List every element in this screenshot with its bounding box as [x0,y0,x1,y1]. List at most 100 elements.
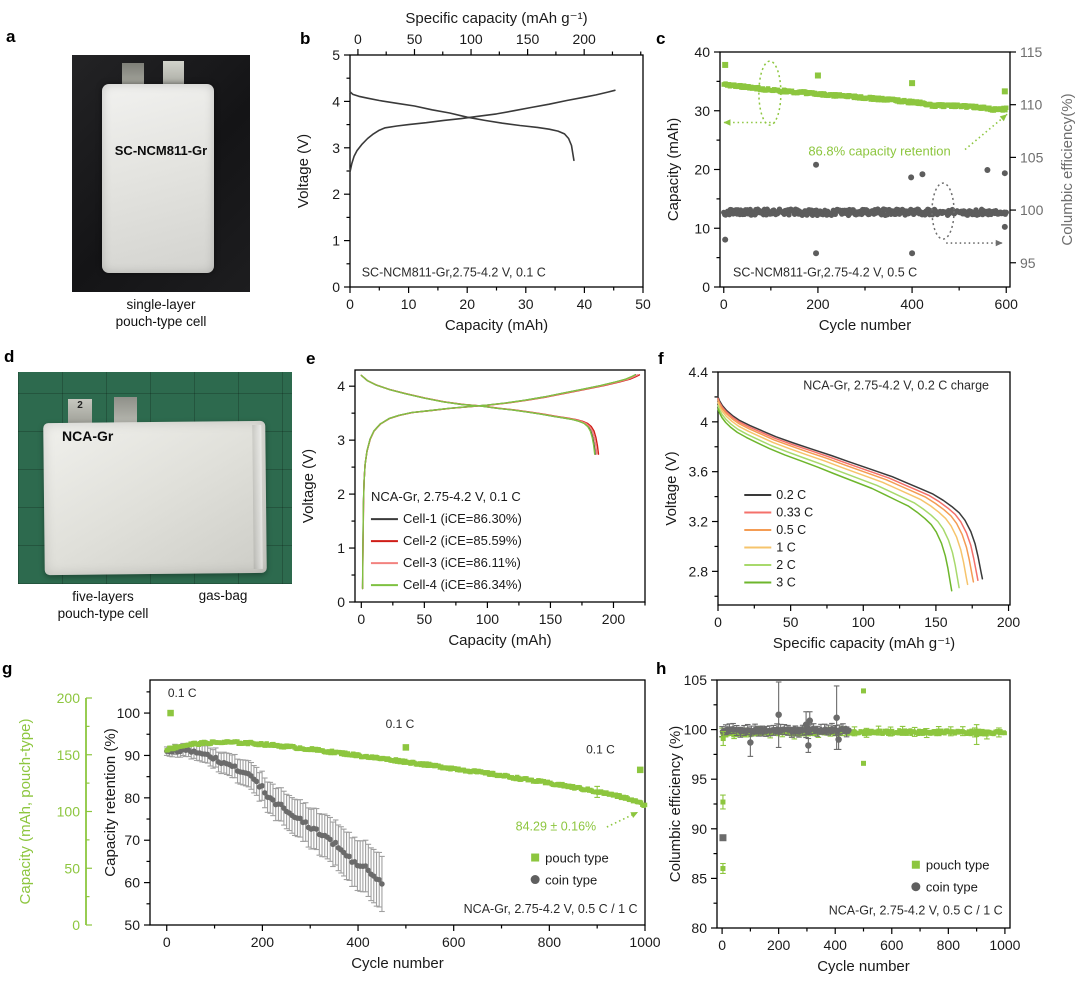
svg-text:NCA-Gr, 2.75-4.2 V, 0.5 C / 1: NCA-Gr, 2.75-4.2 V, 0.5 C / 1 C [464,902,638,916]
panel-label-h: h [656,659,667,678]
svg-text:200: 200 [602,611,626,627]
svg-text:100: 100 [852,614,876,630]
svg-text:70: 70 [124,832,140,848]
svg-text:1000: 1000 [629,934,660,950]
svg-text:4: 4 [332,93,340,109]
svg-text:50: 50 [635,296,651,312]
cell-tab-right [114,397,137,425]
svg-text:200: 200 [806,296,830,312]
svg-text:100: 100 [57,804,81,820]
photo-d-caption-left: five-layers pouch-type cell [28,588,178,622]
svg-text:0: 0 [720,296,728,312]
svg-text:coin type: coin type [545,873,597,888]
svg-text:2.8: 2.8 [689,563,709,579]
svg-text:100: 100 [1020,202,1044,218]
svg-text:50: 50 [64,860,80,876]
svg-text:110: 110 [1020,97,1043,113]
svg-text:2 C: 2 C [776,558,795,572]
svg-text:10: 10 [694,220,710,236]
svg-text:90: 90 [691,821,707,837]
svg-text:200: 200 [767,937,791,953]
five-layer-pouch-cell-photo: 2 NCA-Gr [18,372,292,584]
svg-text:20: 20 [459,296,475,312]
svg-text:Cell-1 (iCE=86.30%): Cell-1 (iCE=86.30%) [403,511,522,526]
caption-line: five-layers [72,589,134,604]
chart-voltage-capacity-nca-cells: 0 50 100 150 200 Capacity (mAh) 0 1 2 3 4 Voltage (… [300,369,646,649]
svg-text:200: 200 [57,690,81,706]
svg-text:1 C: 1 C [776,540,795,554]
svg-text:1: 1 [337,540,345,556]
svg-text:0: 0 [337,594,345,610]
svg-text:Cell-4 (iCE=86.34%): Cell-4 (iCE=86.34%) [403,577,522,592]
svg-text:3.2: 3.2 [689,514,709,530]
svg-text:Voltage (V): Voltage (V) [300,449,317,523]
svg-text:30: 30 [518,296,534,312]
svg-text:40: 40 [694,44,710,60]
svg-text:200: 200 [251,934,275,950]
svg-text:800: 800 [937,937,961,953]
svg-text:50: 50 [407,31,423,47]
svg-text:0.1 C: 0.1 C [168,686,197,700]
svg-text:40: 40 [577,296,593,312]
photo-d-caption-right: gas-bag [198,588,248,603]
svg-text:150: 150 [57,747,81,763]
svg-text:200: 200 [997,614,1021,630]
svg-text:Cycle number: Cycle number [819,317,912,334]
svg-text:1: 1 [332,233,340,249]
svg-text:Cell-3 (iCE=86.11%): Cell-3 (iCE=86.11%) [403,555,521,570]
svg-text:90: 90 [124,747,140,763]
svg-text:400: 400 [900,296,924,312]
svg-text:0.1 C: 0.1 C [386,717,415,731]
svg-text:2: 2 [332,186,340,202]
svg-text:600: 600 [995,296,1019,312]
svg-text:Specific capacity (mAh g⁻¹): Specific capacity (mAh g⁻¹) [773,635,955,652]
svg-text:0.33 C: 0.33 C [776,505,813,519]
svg-text:3.6: 3.6 [689,464,709,480]
svg-text:3: 3 [332,140,340,156]
panel-label-e: e [306,349,316,368]
svg-text:100: 100 [476,611,500,627]
svg-text:NCA-Gr, 2.75-4.2 V, 0.1 C: NCA-Gr, 2.75-4.2 V, 0.1 C [371,489,521,504]
svg-text:SC-NCM811-Gr,2.75-4.2 V, 0.5 C: SC-NCM811-Gr,2.75-4.2 V, 0.5 C [733,265,917,279]
svg-text:50: 50 [124,917,140,933]
svg-text:50: 50 [417,611,433,627]
svg-text:0: 0 [332,279,340,295]
svg-text:Voltage (V): Voltage (V) [663,451,680,525]
svg-text:3: 3 [337,432,345,448]
chart-columbic-efficiency: 0 200 400 600 800 1000 Cycle number 80 85 90 95 100… [667,672,1021,975]
panel-label-d: d [4,347,15,366]
panel-label-a: a [6,27,16,46]
svg-text:pouch type: pouch type [545,851,609,866]
svg-text:115: 115 [1020,44,1043,60]
svg-text:80: 80 [691,920,707,936]
svg-text:Columbic efficiency(%): Columbic efficiency(%) [1059,93,1076,245]
svg-text:Capacity retention (%): Capacity retention (%) [102,728,119,876]
svg-text:4: 4 [700,414,708,430]
svg-text:84.29 ± 0.16%: 84.29 ± 0.16% [516,820,597,834]
svg-text:0: 0 [354,31,362,47]
svg-text:0: 0 [714,614,722,630]
svg-text:10: 10 [401,296,417,312]
svg-text:Capacity (mAh): Capacity (mAh) [448,632,551,649]
svg-text:1000: 1000 [989,937,1020,953]
single-layer-pouch-cell-photo: SC-NCM811-Gr [72,55,250,292]
svg-text:Specific capacity (mAh g⁻¹): Specific capacity (mAh g⁻¹) [405,10,587,27]
svg-text:Capacity (mAh): Capacity (mAh) [445,317,548,334]
svg-text:Capacity (mAh): Capacity (mAh) [665,118,682,221]
svg-text:Voltage (V): Voltage (V) [295,134,312,208]
svg-text:95: 95 [1020,255,1036,271]
cell-name-label: SC-NCM811-Gr [114,143,208,158]
svg-text:NCA-Gr, 2.75-4.2 V, 0.2 C char: NCA-Gr, 2.75-4.2 V, 0.2 C charge [803,378,989,392]
panel-label-f: f [658,349,664,368]
svg-text:100: 100 [117,705,141,721]
svg-text:86.8% capacity retention: 86.8% capacity retention [808,143,950,158]
svg-text:3 C: 3 C [776,575,795,589]
svg-text:0.2 C: 0.2 C [776,488,806,502]
svg-text:30: 30 [694,103,710,119]
svg-text:Columbic efficiency (%): Columbic efficiency (%) [667,726,684,882]
svg-text:0: 0 [163,934,171,950]
svg-text:800: 800 [538,934,562,950]
svg-text:150: 150 [924,614,948,630]
svg-text:100: 100 [459,31,483,47]
svg-text:20: 20 [694,162,710,178]
